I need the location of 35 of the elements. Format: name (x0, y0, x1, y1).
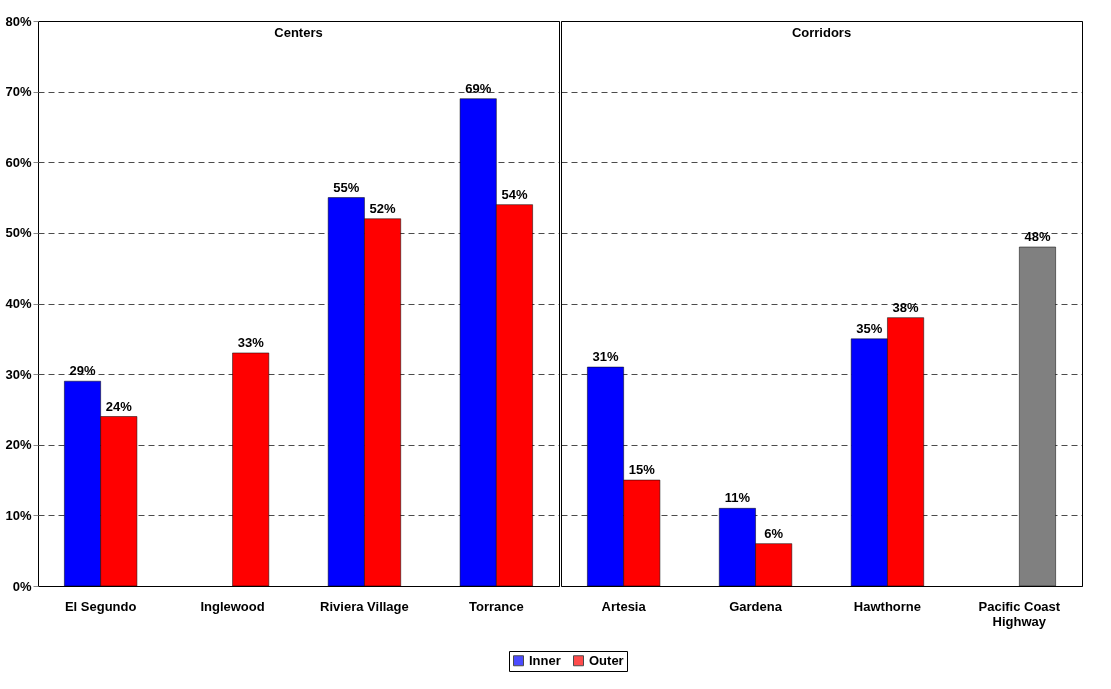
legend-label: Inner (529, 652, 561, 668)
data-label: 31% (592, 349, 619, 365)
data-label: 54% (501, 186, 528, 202)
x-tick-label: Pacific Coast Highway (978, 598, 1061, 629)
y-tick-label: 60% (5, 154, 32, 170)
x-tick-label: El Segundo (64, 598, 137, 614)
data-label: 33% (237, 334, 265, 350)
y-tick-label: 40% (5, 296, 32, 311)
data-label: 15% (628, 462, 656, 478)
legend-label: Outer (589, 652, 624, 668)
x-tick-label: Riviera Village (320, 598, 409, 614)
y-tick-label: 80% (5, 13, 32, 29)
y-tick-label: 10% (5, 507, 32, 523)
x-tick-label: Inglewood (200, 598, 265, 614)
data-label: 24% (105, 398, 133, 414)
data-label: 38% (892, 299, 920, 315)
x-tick-label: Torrance (469, 598, 524, 614)
y-tick-label: 30% (5, 366, 32, 382)
chart-title: Corridors (791, 25, 852, 40)
x-tick-label: Artesia (601, 598, 647, 614)
data-label: 69% (465, 80, 492, 96)
data-label: 11% (724, 490, 751, 506)
data-label: 6% (764, 525, 784, 541)
data-label: 29% (69, 363, 96, 379)
x-tick-label: Gardena (729, 598, 783, 614)
data-label: 55% (333, 179, 360, 195)
data-label: 48% (1024, 229, 1051, 244)
y-tick-label: 0% (12, 578, 32, 594)
x-tick-label: Hawthorne (853, 598, 922, 614)
chart-title: Centers (274, 25, 323, 40)
y-tick-label: 70% (5, 84, 32, 100)
data-label: 52% (369, 200, 397, 216)
y-tick-label: 50% (5, 225, 32, 241)
y-tick-label: 20% (5, 437, 32, 453)
data-label: 35% (856, 320, 883, 336)
